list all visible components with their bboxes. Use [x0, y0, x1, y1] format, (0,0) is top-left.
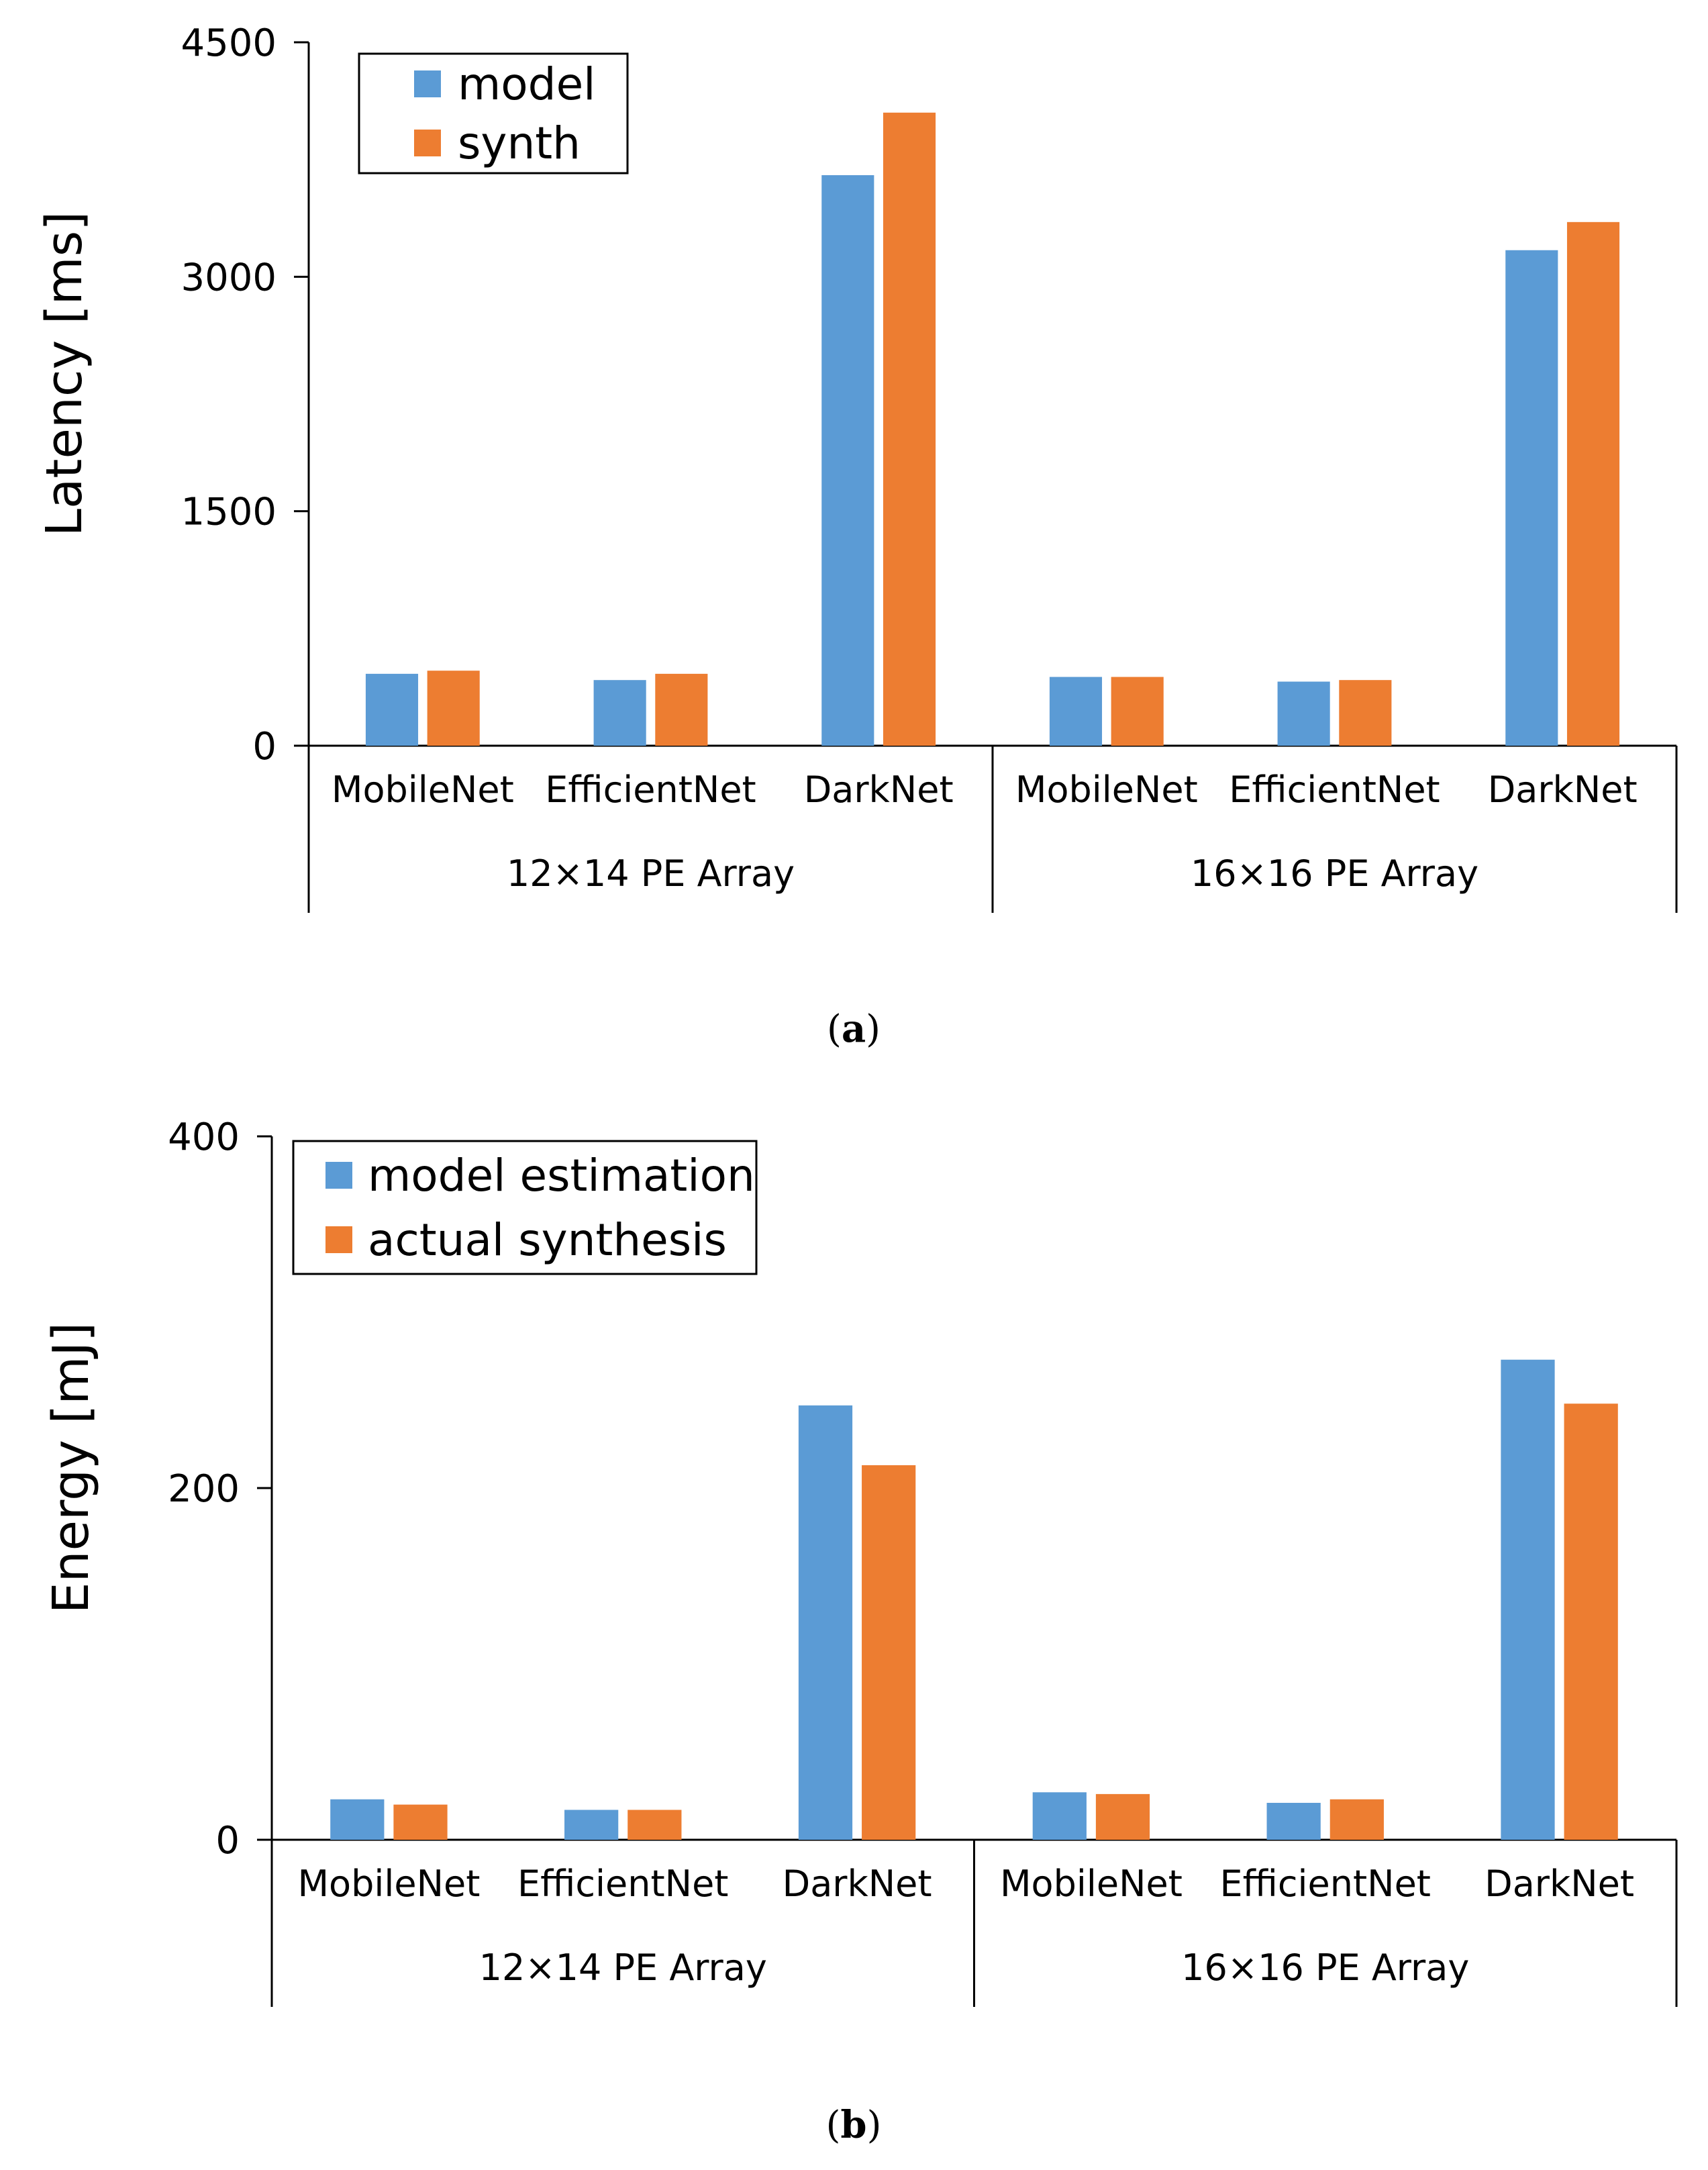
- x-category-label: EfficientNet: [1220, 1863, 1431, 1905]
- bar-model-0: [365, 673, 419, 746]
- caption-letter: b: [840, 2103, 866, 2147]
- bar-synth-0: [427, 671, 480, 746]
- bar-synth-4: [1339, 680, 1392, 746]
- bar-synth-1: [655, 673, 708, 746]
- x-category-label: MobileNet: [297, 1863, 480, 1905]
- bar-model-estimation-2: [798, 1405, 853, 1840]
- bar-model-estimation-5: [1501, 1359, 1555, 1840]
- x-category-label: EfficientNet: [1229, 769, 1440, 811]
- bar-model-4: [1277, 681, 1330, 746]
- x-category-label: DarkNet: [804, 769, 954, 811]
- y-tick-label: 0: [215, 1819, 240, 1863]
- x-category-label: EfficientNet: [545, 769, 756, 811]
- y-tick-label: 400: [168, 1116, 240, 1159]
- bar-actual-synthesis-1: [627, 1810, 682, 1840]
- bar-model-estimation-1: [564, 1810, 619, 1840]
- bar-actual-synthesis-3: [1095, 1793, 1150, 1840]
- x-group-label: 12×14 PE Array: [507, 852, 795, 895]
- y-tick-label: 4500: [181, 21, 277, 65]
- bar-model-2: [821, 175, 874, 746]
- x-category-label: DarkNet: [1488, 769, 1638, 811]
- y-tick-label: 0: [252, 725, 277, 769]
- caption: (b): [826, 2103, 882, 2147]
- x-category-label: DarkNet: [1485, 1863, 1634, 1905]
- x-group-label: 16×16 PE Array: [1191, 852, 1478, 895]
- x-category-label: MobileNet: [1015, 769, 1198, 811]
- bar-model-1: [593, 680, 646, 746]
- legend-swatch-actual-synthesis: [325, 1226, 352, 1253]
- bar-model-5: [1505, 250, 1558, 746]
- bar-model-estimation-3: [1032, 1792, 1087, 1840]
- x-group-label: 16×16 PE Array: [1181, 1946, 1469, 1989]
- y-tick-label: 3000: [181, 256, 277, 299]
- chart-panel-b: 0 200 400 Energy [mJ] MobileNet EfficientNet D…: [42, 1116, 1678, 2147]
- x-category-label: EfficientNet: [517, 1863, 728, 1905]
- legend-label: actual synthesis: [368, 1214, 727, 1266]
- x-group-label: 12×14 PE Array: [479, 1946, 767, 1989]
- x-category-label: MobileNet: [332, 769, 514, 811]
- caption-close-paren: ): [866, 1007, 881, 1051]
- x-category-label: MobileNet: [1000, 1863, 1183, 1905]
- bar-actual-synthesis-0: [393, 1804, 448, 1840]
- legend-swatch-model: [414, 70, 441, 97]
- bar-synth-2: [883, 112, 936, 746]
- bar-model-estimation-0: [330, 1799, 385, 1840]
- caption-open-paren: (: [826, 2104, 841, 2147]
- legend-box: [358, 52, 629, 175]
- legend: model estimation actual synthesis: [292, 1140, 758, 1275]
- y-axis-title: Latency [ms]: [36, 211, 93, 536]
- bar-model-estimation-4: [1266, 1802, 1321, 1840]
- bar-actual-synthesis-4: [1329, 1799, 1384, 1840]
- legend-swatch-model-estimation: [325, 1162, 352, 1189]
- caption-open-paren: (: [827, 1007, 842, 1051]
- bar-actual-synthesis-2: [862, 1465, 916, 1840]
- bar-model-3: [1049, 677, 1103, 746]
- caption-close-paren: ): [867, 2104, 882, 2147]
- bar-actual-synthesis-5: [1564, 1403, 1618, 1840]
- legend-label: model estimation: [368, 1150, 755, 1201]
- y-tick-label: 200: [168, 1467, 240, 1511]
- y-tick-label: 1500: [181, 491, 277, 534]
- caption-letter: a: [842, 1007, 866, 1051]
- legend-label: model: [458, 58, 596, 110]
- x-category-label: DarkNet: [783, 1863, 932, 1905]
- legend: model synth: [358, 52, 629, 175]
- bar-synth-3: [1111, 677, 1164, 746]
- legend-box: [292, 1140, 758, 1275]
- caption: (a): [827, 1007, 881, 1051]
- legend-swatch-synth: [414, 130, 441, 156]
- legend-label: synth: [458, 117, 581, 169]
- bar-synth-5: [1566, 221, 1620, 746]
- y-axis-title: Energy [mJ]: [42, 1322, 100, 1614]
- chart-panel-a: 0 1500 3000 4500 Latency [ms] MobileNet Effici…: [36, 21, 1678, 1051]
